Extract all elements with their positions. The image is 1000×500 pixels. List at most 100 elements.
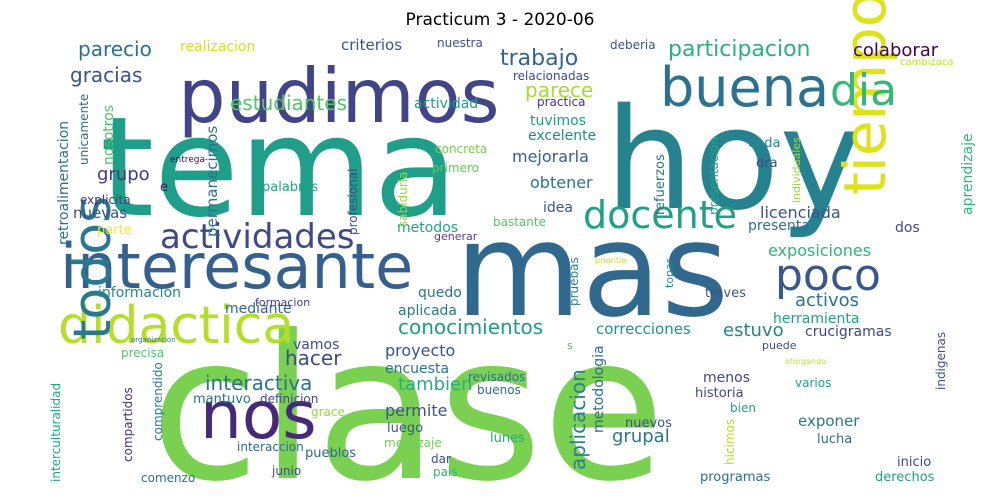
word-individuales: individuales [790, 137, 803, 203]
word-pueblos: pueblos [305, 446, 356, 461]
word-deberia: deberia [610, 38, 656, 52]
word-retroalimentacion: retroalimentacion [56, 121, 72, 245]
word-metodologia: metodologia [591, 345, 607, 433]
word-formacion: formacion [255, 296, 310, 309]
word-interesante: interesante [60, 230, 413, 303]
word-primero: primero [432, 161, 479, 175]
word-grace: grace [311, 405, 345, 419]
word-activos: activos [795, 290, 859, 311]
word-pais: pais [433, 465, 458, 479]
word-prioritie: prioritie [595, 256, 626, 265]
word-nuestra: nuestra [437, 36, 483, 50]
word-dia: dia [830, 65, 897, 116]
word-programas: programas [700, 470, 770, 485]
word-compartidos: compartidos [121, 387, 135, 462]
word-otorgando: otorgando [785, 357, 826, 366]
word-junio: junio [271, 464, 301, 478]
word-tuvimos: tuvimos [530, 113, 586, 129]
word-informacion: informacion [98, 285, 181, 301]
word-parte: parte [97, 223, 132, 238]
word-actividad: actividad [414, 96, 478, 112]
word-todos: todos [63, 196, 123, 340]
word-explicita: explicita [80, 193, 131, 207]
word-realizacion: realizacion [180, 39, 255, 55]
word-mantuvo: mantuvo [193, 392, 251, 407]
word-lunes: lunes [490, 431, 525, 446]
word-derechos: derechos [875, 470, 935, 485]
word-excelente: excelente [528, 128, 596, 144]
word-revisados: revisados [468, 370, 525, 384]
word-permanecimos: permanecimos [203, 126, 221, 237]
word-interaccion: interaccion [237, 440, 304, 454]
word-gracias: gracias [70, 63, 142, 87]
word-comenzo: comenzo [141, 471, 195, 485]
word-aplicada: aplicada [398, 303, 457, 319]
word-relacionadas: relacionadas [513, 69, 589, 83]
word-actividades: actividades [160, 217, 355, 257]
word-vamos: vamos [293, 337, 339, 353]
word-docente: docente [583, 193, 737, 237]
word-bien: bien [730, 401, 756, 415]
word-grupo: grupo [97, 164, 150, 185]
word-aplicacion: aplicacion [566, 369, 590, 470]
word-mestizaje: mestizaje [384, 436, 442, 450]
word-mediante: mediante [225, 301, 292, 317]
word-trabajo: trabajo [500, 46, 578, 71]
word-interactiva: interactiva [205, 371, 312, 395]
word-presenta: presenta [748, 218, 810, 234]
word-nuevas: nuevas [73, 204, 127, 222]
word-interculturalidad: interculturalidad [49, 383, 63, 482]
word-comprendido: comprendido [151, 362, 165, 441]
word-dos: dos [895, 220, 920, 236]
word-profesional: profesional [346, 169, 360, 235]
word-exponer: exponer [798, 412, 860, 430]
word-conocimientos: conocimientos [398, 315, 543, 339]
word-practica: practica [537, 95, 586, 109]
word-palabras: palabras [262, 180, 318, 195]
word-definicion: definicion [260, 392, 318, 406]
word-presentacion: presentacion [707, 137, 721, 215]
word-crucigramas: crucigramas [805, 324, 892, 340]
word-parece: parece [525, 78, 593, 102]
word-inicio: inicio [897, 455, 931, 470]
word-proyecto: proyecto [385, 341, 455, 360]
word-varios: varios [795, 376, 831, 390]
word-organizacion: organizacion [131, 336, 176, 344]
word-parecio: parecio [78, 37, 152, 61]
word-lucha: lucha [817, 432, 852, 447]
word-buena: buena [660, 56, 829, 119]
word-licenciada: licenciada [760, 203, 841, 222]
word-mas: mas [455, 194, 729, 346]
word-clase: clase [150, 293, 665, 500]
word-tema: tema [100, 87, 458, 248]
word-s: s [567, 339, 573, 352]
word-dar: dar [431, 452, 451, 466]
word-hoy: hoy [605, 79, 862, 242]
word-hicimos: hicimos [723, 419, 737, 465]
word-indigenas: indigenas [934, 332, 948, 390]
word-encuesta: encuesta [385, 361, 449, 377]
word-estuvo: estuvo [723, 320, 784, 341]
word-sabiduria: sabiduria [396, 172, 410, 227]
word-idea: idea [543, 200, 573, 216]
word-generar: generar [434, 230, 478, 243]
word-criterios: criterios [341, 36, 402, 54]
word-herramienta: herramienta [773, 311, 859, 327]
word-puede: puede [762, 339, 797, 352]
word-precisa: precisa [121, 346, 164, 360]
word-exposiciones: exposiciones [768, 241, 871, 260]
word-topar: topar [663, 258, 676, 288]
word-quedo: quedo [418, 285, 462, 301]
page-title: Practicum 3 - 2020-06 [405, 10, 595, 30]
word-nos: nos [200, 377, 317, 454]
word-refuerzos: refuerzos [653, 154, 668, 215]
word-grupal: grupal [612, 426, 670, 447]
word-poco: poco [775, 250, 881, 301]
word-concreta: concreta [435, 142, 487, 156]
word-metodos: metodos [397, 220, 458, 236]
word-unicamente: unicamente [77, 94, 91, 165]
word-colaborar: colaborar [853, 40, 939, 61]
word-permite: permite [385, 401, 447, 420]
word-luego: luego [387, 421, 423, 436]
